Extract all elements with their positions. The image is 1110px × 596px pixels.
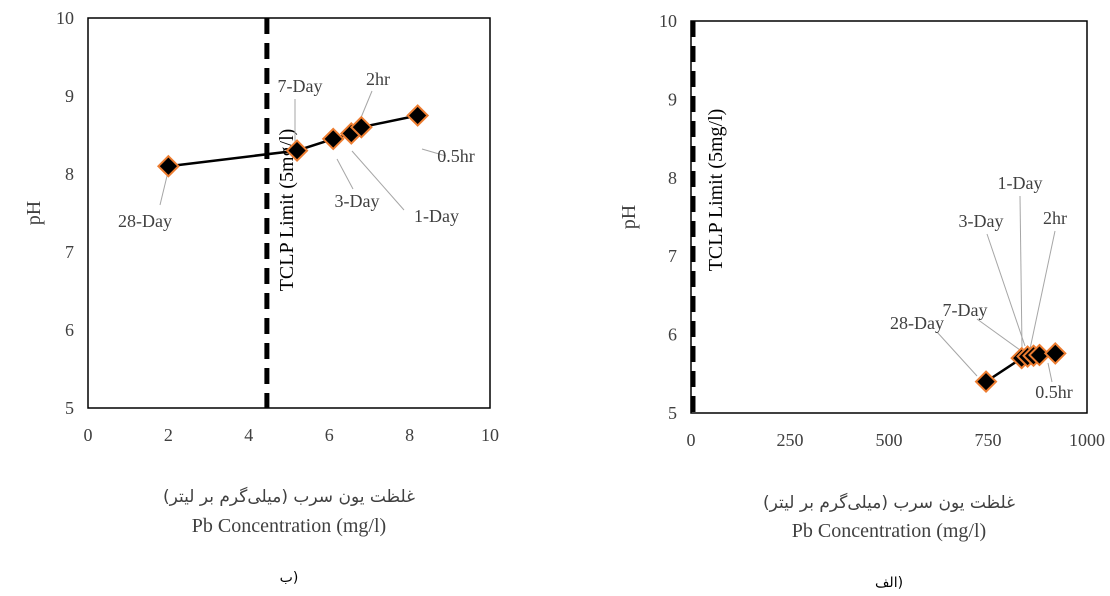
left-data-point	[285, 139, 309, 163]
left-callout-leader	[421, 148, 447, 157]
left-x-tick-label: 2	[164, 425, 173, 445]
right-callout-leader	[1029, 230, 1056, 350]
left-point-label: 3-Day	[335, 191, 380, 211]
right-y-axis-label: pH	[618, 205, 640, 229]
right-panel-label: (الف	[875, 575, 903, 591]
left-callout-leader	[336, 158, 354, 190]
right-callout-leader	[936, 331, 978, 377]
right-y-tick-label: 7	[668, 246, 677, 266]
left-plot-frame	[87, 17, 491, 409]
left-y-tick-label: 10	[56, 8, 74, 28]
right-x-tick-label: 1000	[1069, 430, 1105, 450]
left-x-axis-label-fa: غلظت یون سرب (میلی‌گرم بر لیتر)	[163, 486, 415, 507]
left-y-tick-label: 8	[65, 164, 74, 184]
left-x-tick-label: 4	[244, 425, 253, 445]
left-x-tick-label: 8	[405, 425, 414, 445]
right-x-tick-label: 0	[687, 430, 696, 450]
right-callout-leader	[986, 233, 1026, 347]
left-x-tick-label: 6	[325, 425, 334, 445]
left-x-tick-label: 0	[84, 425, 93, 445]
right-x-tick-label: 250	[777, 430, 804, 450]
left-panel-label: (ب	[280, 570, 299, 586]
left-y-tick-label: 6	[65, 320, 74, 340]
left-x-tick-label: 10	[481, 425, 499, 445]
right-callout-leader	[1047, 362, 1053, 383]
right-callout-leader	[1019, 195, 1023, 349]
left-point-label: 1-Day	[414, 206, 459, 226]
left-y-tick-label: 7	[65, 242, 74, 262]
left-callout-leader	[159, 175, 168, 206]
right-tclp-limit-label: TCLP Limit (5mg/l)	[705, 109, 727, 272]
right-point-label: 0.5hr	[1035, 382, 1073, 402]
left-data-point	[321, 127, 345, 151]
right-point-label: 28-Day	[890, 313, 944, 333]
left-y-tick-label: 9	[65, 86, 74, 106]
left-y-tick-label: 5	[65, 398, 74, 418]
left-point-label: 2hr	[366, 69, 390, 89]
right-y-tick-label: 5	[668, 403, 677, 423]
right-point-label: 2hr	[1043, 208, 1067, 228]
left-y-axis-label: pH	[23, 201, 45, 225]
left-callout-leader	[351, 150, 405, 211]
right-data-point	[974, 370, 998, 394]
left-data-point	[406, 104, 430, 127]
right-y-tick-label: 9	[668, 89, 677, 109]
right-point-label: 1-Day	[998, 173, 1043, 193]
left-tclp-limit-label: TCLP Limit (5mg/l)	[276, 129, 298, 292]
right-y-tick-label: 10	[659, 11, 677, 31]
right-x-tick-label: 500	[876, 430, 903, 450]
right-point-label: 3-Day	[959, 211, 1004, 231]
right-x-tick-label: 750	[975, 430, 1002, 450]
left-point-label: 28-Day	[118, 211, 172, 231]
right-x-axis-label-fa: غلظت یون سرب (میلی‌گرم بر لیتر)	[763, 492, 1015, 513]
right-y-tick-label: 8	[668, 168, 677, 188]
left-data-point	[156, 154, 180, 178]
right-point-label: 7-Day	[943, 300, 988, 320]
right-data-point	[1043, 342, 1067, 365]
right-callout-leader	[976, 318, 1021, 351]
right-x-axis-label: Pb Concentration (mg/l)	[792, 520, 986, 542]
left-callout-leader	[359, 90, 373, 121]
right-y-tick-label: 6	[668, 325, 677, 345]
left-point-label: 7-Day	[278, 76, 323, 96]
left-x-axis-label: Pb Concentration (mg/l)	[192, 515, 386, 537]
left-data-point	[349, 115, 373, 139]
left-point-label: 0.5hr	[437, 146, 475, 166]
